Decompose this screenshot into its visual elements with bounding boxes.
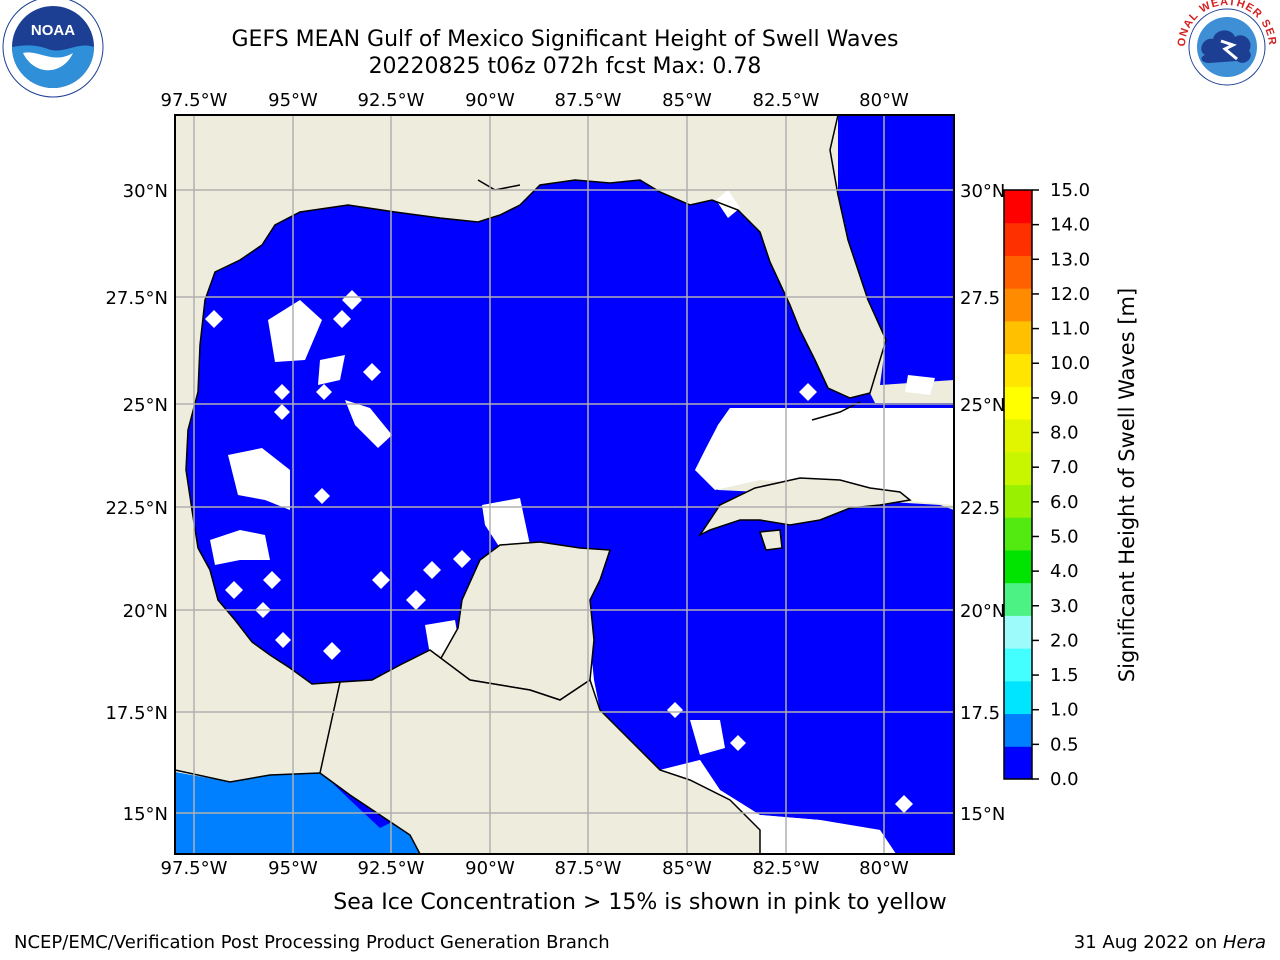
colorbar-segment [1004, 190, 1032, 224]
map-area [175, 115, 954, 854]
coastlines [175, 115, 887, 783]
footer-date: 31 Aug 2022 on Hera [1074, 932, 1266, 953]
colorbar-tick-label: 5.0 [1050, 526, 1079, 547]
colorbar-segment [1004, 255, 1032, 289]
nws-logo: NATIONAL WEATHER SERVICE [1176, 0, 1277, 97]
lon-tick-bottom: 90°W [465, 858, 515, 879]
isle-of-youth [758, 529, 783, 551]
colorbar-tick-label: 2.0 [1050, 630, 1079, 651]
lat-tick-left: 15°N [123, 804, 168, 825]
colorbar-segment [1004, 615, 1032, 649]
colorbar [1003, 189, 1033, 780]
colorbar-tick-label: 8.0 [1050, 423, 1079, 444]
colorbar-tick-label: 13.0 [1050, 249, 1090, 270]
colorbar-segment [1004, 517, 1032, 551]
footer-host: Hera [1222, 932, 1266, 953]
colorbar-tick-label: 10.0 [1050, 353, 1090, 374]
colorbar-label: Significant Height of Swell Waves [m] [1115, 287, 1139, 683]
lat-tick-left: 22.5°N [105, 498, 168, 519]
colorbar-segment [1004, 680, 1032, 715]
colorbar-segment [1004, 320, 1032, 355]
colorbar-tick-label: 14.0 [1050, 215, 1090, 236]
noaa-logo-text: NOAA [31, 22, 75, 39]
colorbar-segment [1004, 288, 1032, 322]
colorbar-segment [1004, 222, 1032, 256]
colorbar-tick-label: 1.0 [1050, 700, 1079, 721]
colorbar-segment [1004, 484, 1032, 518]
map-subtitle: 20220825 t06z 072h fcst Max: 0.78 [368, 54, 762, 79]
colorbar-segment [1004, 386, 1032, 420]
colorbar-segment [1004, 648, 1032, 682]
missing-data-patches [210, 190, 954, 854]
colorbar-segment [1004, 419, 1032, 453]
colorbar-segment [1004, 713, 1032, 747]
lon-tick-top: 85°W [662, 90, 712, 111]
lon-tick-bottom: 87.5°W [555, 858, 622, 879]
colorbar-tick-label: 0.5 [1050, 734, 1079, 755]
lon-tick-bottom: 97.5°W [161, 858, 228, 879]
lat-tick-left: 17.5°N [105, 703, 168, 724]
lon-tick-top: 87.5°W [555, 90, 622, 111]
lat-tick-left: 30°N [123, 181, 168, 202]
colorbar-segment [1004, 549, 1032, 584]
lon-tick-top: 82.5°W [753, 90, 820, 111]
colorbar-ticks: 15.0 14.0 13.0 12.0 11.0 10.0 9.0 8.0 7.0 6.0 5.0 4… [1032, 180, 1090, 790]
colorbar-segment [1004, 353, 1032, 387]
lon-tick-top: 95°W [268, 90, 318, 111]
colorbar-tick-label: 4.0 [1050, 561, 1079, 582]
map-title: GEFS MEAN Gulf of Mexico Significant Hei… [231, 27, 899, 52]
atlantic-water [838, 115, 954, 385]
sea-ice-note: Sea Ice Concentration > 15% is shown in … [333, 890, 947, 915]
lon-tick-top: 97.5°W [161, 90, 228, 111]
colorbar-tick-label: 6.0 [1050, 492, 1079, 513]
lon-tick-top: 92.5°W [358, 90, 425, 111]
lat-tick-left: 27.5°N [105, 288, 168, 309]
colorbar-tick-label: 9.0 [1050, 388, 1079, 409]
lon-tick-bottom: 82.5°W [753, 858, 820, 879]
lat-tick-left: 20°N [123, 601, 168, 622]
colorbar-segment [1004, 451, 1032, 485]
lat-tick-left: 25°N [123, 395, 168, 416]
lat-tick-right: 25°N [960, 395, 1005, 416]
gulf-water [186, 180, 954, 854]
colorbar-tick-label: 1.5 [1050, 665, 1079, 686]
colorbar-tick-label: 12.0 [1050, 284, 1090, 305]
lon-tick-top: 80°W [859, 90, 909, 111]
noaa-logo: NOAA [2, 0, 104, 98]
colorbar-segment [1004, 582, 1032, 616]
lat-tick-right: 17.5 [960, 703, 1000, 724]
colorbar-tick-label: 0.0 [1050, 769, 1079, 790]
lat-tick-right: 27.5 [960, 288, 1000, 309]
colorbar-segment [1004, 746, 1032, 780]
colorbar-frame [1003, 189, 1033, 780]
footer-date-text: 31 Aug 2022 on [1073, 932, 1223, 953]
lat-tick-right: 15°N [960, 804, 1005, 825]
footer-credit: NCEP/EMC/Verification Post Processing Pr… [14, 932, 610, 953]
lon-tick-bottom: 95°W [268, 858, 318, 879]
lon-tick-bottom: 92.5°W [358, 858, 425, 879]
lat-tick-right: 30°N [960, 181, 1005, 202]
lon-tick-bottom: 80°W [859, 858, 909, 879]
lat-tick-right: 20°N [960, 601, 1005, 622]
colorbar-tick-label: 7.0 [1050, 457, 1079, 478]
gridlines [175, 115, 954, 854]
colorbar-tick-label: 11.0 [1050, 319, 1090, 340]
colorbar-tick-label: 3.0 [1050, 596, 1079, 617]
lat-tick-right: 22.5 [960, 498, 1000, 519]
colorbar-tick-label: 15.0 [1050, 180, 1090, 201]
central-america [319, 649, 761, 854]
lon-tick-top: 90°W [465, 90, 515, 111]
lon-tick-bottom: 85°W [662, 858, 712, 879]
map-frame [174, 114, 955, 855]
